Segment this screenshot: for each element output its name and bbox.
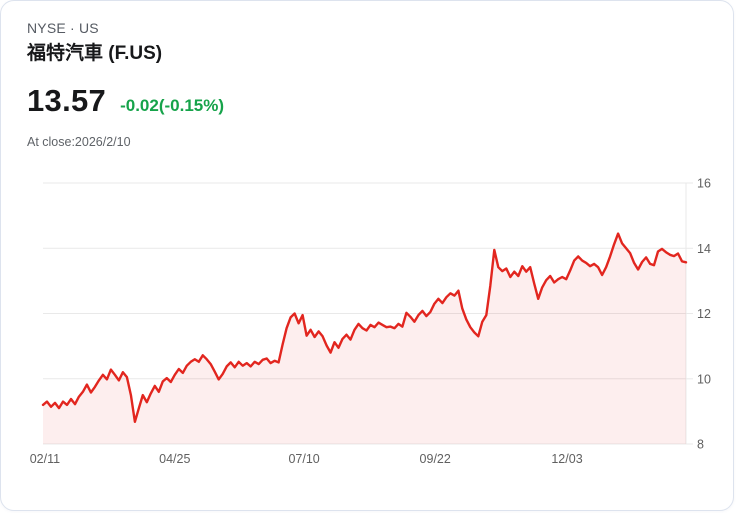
x-axis-label: 09/22 — [420, 452, 451, 466]
last-price: 13.57 — [27, 83, 107, 118]
x-axis-label: 07/10 — [288, 452, 319, 466]
y-axis-label: 8 — [697, 438, 704, 452]
price-change: -0.02(-0.15%) — [120, 96, 225, 115]
x-axis-label: 12/03 — [551, 452, 582, 466]
x-axis-label: 02/11 — [30, 452, 60, 466]
price-row: 13.57 -0.02(-0.15%) — [27, 84, 224, 118]
price-line — [41, 232, 688, 423]
y-axis-label: 14 — [697, 242, 711, 256]
y-axis-label: 10 — [697, 372, 711, 386]
price-area-fill — [43, 233, 686, 444]
quote-header: NYSE · US 福特汽車 (F.US) 13.57 -0.02(-0.15%… — [27, 18, 224, 149]
stock-title: 福特汽車 (F.US) — [27, 43, 163, 64]
y-axis-label: 16 — [697, 177, 711, 191]
y-axis-label: 12 — [697, 307, 711, 321]
close-time: At close:2026/2/10 — [27, 135, 131, 149]
x-axis-label: 04/25 — [159, 452, 190, 466]
exchange-label: NYSE · US — [27, 20, 99, 36]
